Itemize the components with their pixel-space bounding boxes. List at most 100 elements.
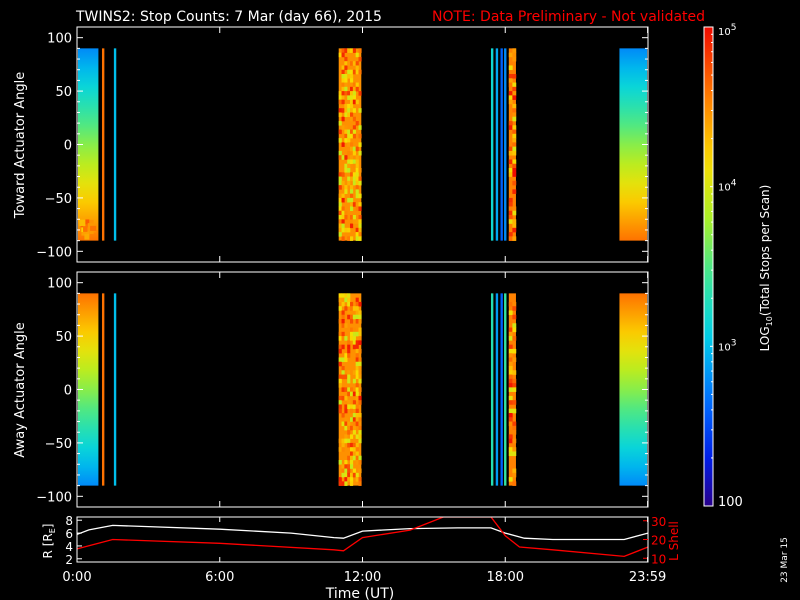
band-toward-3-cell	[341, 155, 345, 160]
band-toward-3-cell	[350, 206, 354, 212]
plot-title: TWINS2: Stop Counts: 7 Mar (day 66), 201…	[75, 9, 382, 25]
band-away-3-cell	[338, 378, 342, 384]
band-away-3-cell	[344, 481, 348, 486]
band-away-3-cell	[344, 353, 348, 358]
band-toward-3-cell	[341, 99, 345, 105]
band-away-3-cell	[341, 293, 345, 298]
band-toward-2	[113, 48, 117, 241]
band-toward-3-cell	[344, 189, 348, 194]
band-away-8-cell	[508, 378, 513, 384]
band-toward-3-cell	[358, 48, 362, 53]
band-away-3-cell	[358, 370, 362, 375]
band-away-3-cell	[344, 374, 348, 380]
y-tick-label: 50	[55, 85, 72, 100]
band-away-3-cell	[341, 374, 345, 380]
band-toward-3-cell	[352, 99, 356, 105]
band-toward-3-cell	[350, 185, 354, 190]
band-away-3-cell	[341, 366, 345, 371]
band-away-8-cell	[512, 408, 517, 414]
band-toward-3-cell	[341, 82, 345, 88]
band-toward-3-cell	[350, 193, 354, 199]
band-toward-3-cell	[355, 219, 359, 224]
band-toward-3-cell	[344, 227, 348, 233]
band-toward-8-cell	[512, 86, 517, 92]
band-away-0	[78, 293, 99, 486]
y-tick-label: −50	[45, 192, 72, 207]
band-away-3-cell	[350, 434, 354, 439]
band-away-3-cell	[344, 306, 348, 311]
band-toward-3-cell	[341, 193, 345, 199]
band-away-3-cell	[350, 327, 354, 333]
band-toward-3-cell	[352, 202, 356, 207]
band-away-3-cell	[358, 348, 362, 354]
band-away-3-cell	[347, 353, 351, 358]
band-away-3-cell	[350, 472, 354, 478]
band-toward-3-cell	[347, 197, 351, 203]
band-toward-8-cell	[508, 125, 513, 130]
band-toward-3-cell	[338, 112, 342, 118]
band-toward-3-cell	[350, 197, 354, 203]
band-toward-3-cell	[341, 180, 345, 186]
band-toward-3-cell	[338, 108, 342, 113]
band-away-3-cell	[358, 319, 362, 324]
band-toward-0-patch	[81, 229, 87, 236]
band-away-3-cell	[347, 344, 351, 350]
band-away-8-cell	[508, 348, 513, 354]
band-toward-3-cell	[355, 61, 359, 66]
band-away-3-cell	[355, 421, 359, 427]
band-away-3-cell	[344, 297, 348, 303]
band-toward-3-cell	[355, 121, 359, 126]
band-away-3-cell	[341, 438, 345, 444]
band-away-3-cell	[352, 404, 356, 410]
band-away-3-cell	[347, 472, 351, 478]
band-away-3-cell	[347, 374, 351, 380]
band-away-3-cell	[344, 464, 348, 469]
band-toward-3-cell	[350, 74, 354, 79]
band-toward-4	[490, 48, 494, 241]
band-away-3-cell	[341, 387, 345, 392]
band-away-8-cell	[508, 327, 513, 333]
band-away-3-cell	[350, 301, 354, 307]
band-away-3-cell	[352, 370, 356, 375]
band-toward-3-cell	[352, 82, 356, 88]
band-away-3-cell	[352, 340, 356, 345]
band-toward-3-cell	[350, 223, 354, 229]
r-tick-label: 6	[65, 527, 73, 541]
band-away-3-cell	[350, 460, 354, 465]
band-away-3-cell	[355, 297, 359, 303]
band-away-3-cell	[350, 417, 354, 422]
band-away-3-cell	[352, 378, 356, 384]
y-tick-label: −100	[36, 245, 72, 260]
band-toward-3-cell	[344, 86, 348, 92]
band-away-3-cell	[341, 442, 345, 448]
band-toward-3-cell	[347, 61, 351, 66]
band-toward-3-cell	[347, 142, 351, 147]
band-away-3-cell	[358, 455, 362, 461]
band-toward-3-cell	[352, 48, 356, 53]
band-away-3-cell	[355, 383, 359, 388]
band-toward-3-cell	[355, 227, 359, 233]
band-toward-8-cell	[508, 150, 513, 156]
band-away-3-cell	[347, 391, 351, 397]
band-toward-3-cell	[344, 78, 348, 83]
band-away-3-cell	[347, 310, 351, 316]
band-away-3-cell	[352, 425, 356, 431]
band-toward-3-cell	[341, 108, 345, 113]
y-tick-label: 0	[64, 139, 72, 154]
band-toward-3-cell	[347, 227, 351, 233]
band-toward-0-patch	[88, 229, 94, 234]
band-toward-8-cell	[512, 146, 517, 152]
band-toward-3-cell	[341, 210, 345, 216]
band-away-8-cell	[508, 451, 513, 457]
band-away-3-cell	[347, 297, 351, 303]
band-toward-3-cell	[347, 74, 351, 79]
band-toward-3-cell	[352, 146, 356, 152]
l-shell-label: L Shell	[667, 521, 681, 561]
band-away-3-cell	[347, 468, 351, 474]
band-toward-3-cell	[347, 91, 351, 96]
y-tick-label: −50	[45, 437, 72, 452]
band-toward-3-cell	[358, 232, 362, 237]
band-toward-3-cell	[341, 74, 345, 79]
band-away-3-cell	[358, 460, 362, 465]
band-toward-8-cell	[512, 227, 517, 233]
